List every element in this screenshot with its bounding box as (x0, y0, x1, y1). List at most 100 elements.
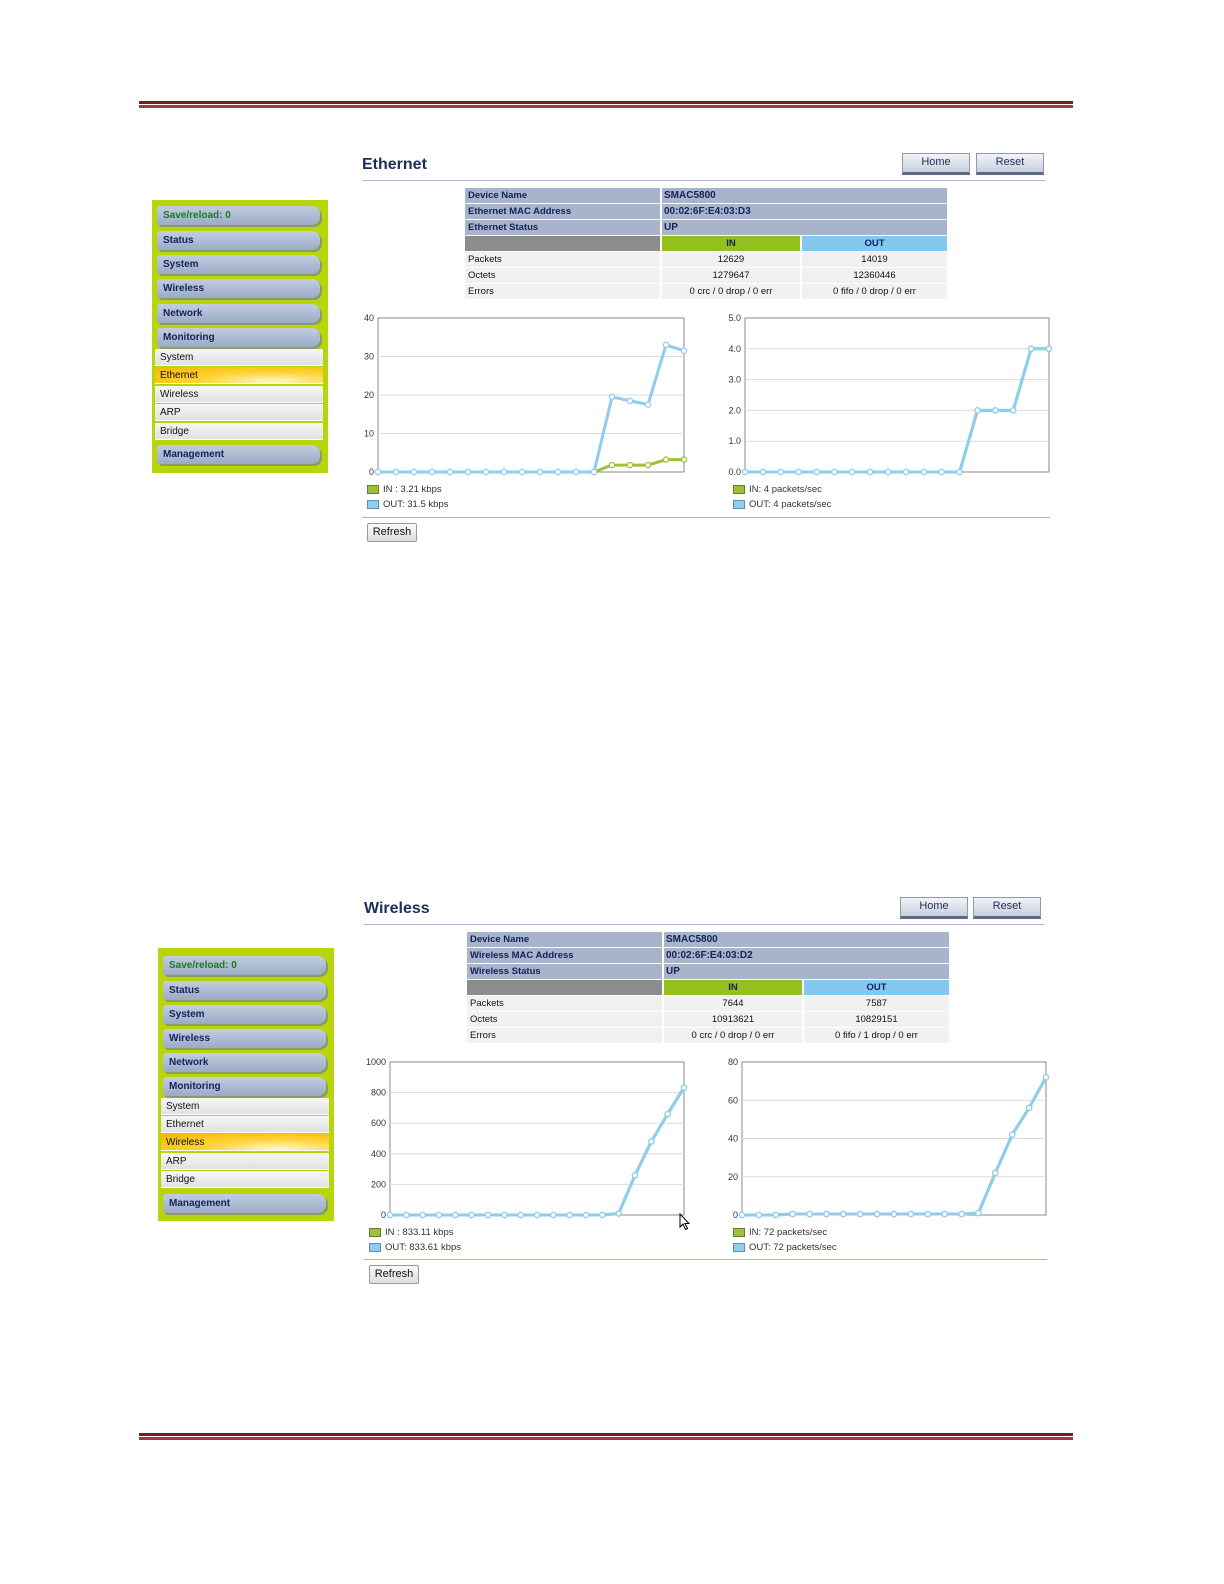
data-point (856, 1210, 864, 1218)
legend-in: IN : 833.11 kbps (385, 1227, 454, 1238)
y-tick-label: 80 (728, 1057, 738, 1067)
info-value: SMAC5800 (662, 188, 947, 203)
stat-out: 7587 (804, 996, 949, 1011)
submenu-item-arp[interactable]: ARP (155, 404, 323, 421)
legend-out: OUT: 31.5 kbps (383, 499, 449, 510)
stat-label: Octets (465, 268, 662, 283)
y-tick-label: 40 (728, 1134, 738, 1144)
stat-in: 1279647 (662, 268, 802, 283)
stat-out: 0 fifo / 0 drop / 0 err (802, 284, 947, 299)
data-point (1008, 1131, 1016, 1138)
data-point (777, 468, 785, 476)
info-value: 00:02:6F:E4:03:D3 (662, 204, 947, 219)
series-line (745, 347, 1049, 474)
data-point (938, 468, 945, 476)
submenu-item-ethernet[interactable]: Ethernet (161, 1116, 329, 1133)
stat-out: 10829151 (804, 1012, 949, 1027)
data-point (975, 1209, 982, 1217)
refresh-button[interactable]: Refresh (369, 1265, 419, 1284)
info-value: UP (662, 220, 947, 235)
legend-out: OUT: 4 packets/sec (749, 499, 832, 510)
y-tick-label: 0 (733, 1210, 738, 1220)
data-point (572, 468, 580, 476)
legend-out: OUT: 833.61 kbps (385, 1242, 462, 1253)
data-point (435, 1211, 443, 1219)
submenu-item-system[interactable]: System (155, 349, 323, 366)
submenu-item-system[interactable]: System (161, 1098, 329, 1115)
save-reload-button[interactable]: Save/reload: 0 (157, 206, 320, 225)
sidebar-item-management[interactable]: Management (157, 445, 320, 464)
data-point (533, 1211, 541, 1219)
sidebar-item-network[interactable]: Network (157, 304, 320, 323)
data-point (956, 468, 963, 476)
y-tick-label: 3.0 (728, 375, 741, 385)
y-tick-label: 1.0 (728, 436, 741, 446)
data-point (831, 468, 838, 476)
data-point (648, 1138, 655, 1145)
data-point (1027, 345, 1035, 353)
data-point (974, 407, 981, 414)
home-button[interactable]: Home (900, 897, 968, 919)
submenu-item-bridge[interactable]: Bridge (155, 423, 323, 440)
sidebar-item-monitoring[interactable]: Monitoring (157, 328, 320, 347)
data-point (644, 461, 652, 469)
data-point (392, 468, 400, 476)
data-point (386, 1211, 394, 1219)
data-point (772, 1211, 780, 1219)
reset-button[interactable]: Reset (973, 897, 1041, 919)
save-reload-button[interactable]: Save/reload: 0 (163, 956, 326, 975)
data-point (789, 1210, 796, 1218)
submenu-item-ethernet[interactable]: Ethernet (155, 367, 323, 384)
data-point (890, 1210, 898, 1218)
data-point (907, 1210, 915, 1218)
submenu-item-bridge[interactable]: Bridge (161, 1171, 329, 1188)
sidebar-item-wireless[interactable]: Wireless (163, 1029, 326, 1048)
sidebar-item-network[interactable]: Network (163, 1053, 326, 1072)
sidebar-item-system[interactable]: System (157, 255, 320, 274)
ethernet-screenshot: Save/reload: 0 Status System Wireless Ne… (0, 0, 1224, 660)
data-point (403, 1211, 410, 1219)
data-point (941, 1210, 948, 1218)
data-point (608, 461, 616, 469)
data-point (840, 1210, 847, 1218)
stat-in: 0 crc / 0 drop / 0 err (662, 284, 802, 299)
submenu-item-wireless[interactable]: Wireless (161, 1134, 329, 1151)
ethernet-info-table: Device Name SMAC5800 Ethernet MAC Address… (465, 188, 947, 300)
sidebar-item-system[interactable]: System (163, 1005, 326, 1024)
series-line (378, 458, 684, 474)
sidebar-item-monitoring[interactable]: Monitoring (163, 1077, 326, 1096)
plot-area (389, 1061, 685, 1216)
sidebar-item-management[interactable]: Management (163, 1194, 326, 1213)
data-point (599, 1211, 606, 1219)
data-point (789, 1210, 796, 1218)
refresh-button[interactable]: Refresh (367, 523, 417, 542)
stat-in: 12629 (662, 252, 802, 267)
data-point (664, 1110, 671, 1118)
throughput-legend: IN : 833.11 kbps OUT: 833.61 kbps (369, 1225, 461, 1255)
sidebar: Save/reload: 0 Status System Wireless Ne… (158, 948, 334, 1221)
submenu-item-wireless[interactable]: Wireless (155, 386, 323, 403)
title-divider (362, 180, 1046, 181)
home-button[interactable]: Home (902, 153, 970, 175)
stat-label: Octets (467, 1012, 664, 1027)
sidebar-item-status[interactable]: Status (163, 981, 326, 1000)
chart-divider (364, 1259, 1047, 1260)
data-point (1025, 1104, 1033, 1112)
data-point (428, 468, 436, 476)
data-point (1027, 345, 1035, 353)
data-point (831, 468, 838, 476)
info-label: Ethernet MAC Address (465, 204, 662, 219)
sidebar-item-status[interactable]: Status (157, 231, 320, 250)
data-point (566, 1211, 573, 1219)
submenu-item-arp[interactable]: ARP (161, 1153, 329, 1170)
data-point (741, 468, 749, 476)
reset-button[interactable]: Reset (976, 153, 1044, 175)
data-point (566, 1211, 573, 1219)
data-point (806, 1210, 813, 1218)
sidebar-item-wireless[interactable]: Wireless (157, 279, 320, 298)
y-tick-label: 30 (364, 352, 374, 362)
data-point (1008, 1131, 1016, 1138)
stat-label: Packets (465, 252, 662, 267)
data-point (500, 468, 508, 476)
data-point (920, 468, 928, 476)
